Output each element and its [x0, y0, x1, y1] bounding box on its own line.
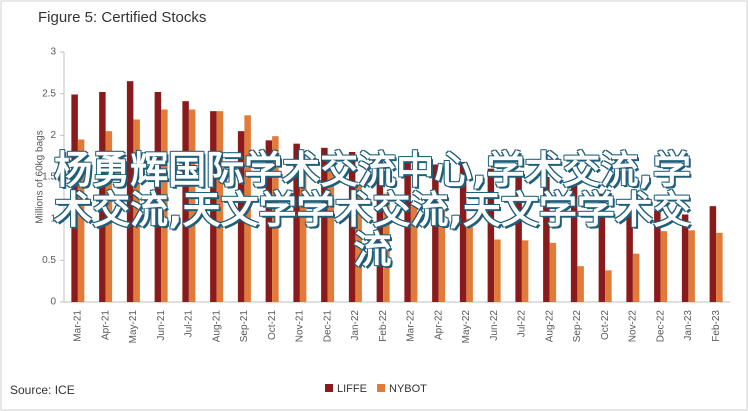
x-tick-label: Sep-21 — [239, 310, 250, 343]
x-tick-label: May-21 — [128, 310, 139, 344]
x-tick-label: Feb-22 — [378, 310, 389, 342]
bar — [515, 172, 522, 302]
bar — [709, 206, 717, 302]
bar — [348, 152, 356, 302]
bar — [494, 239, 501, 302]
x-tick-label: Oct-21 — [267, 310, 278, 340]
bar — [71, 94, 78, 302]
bar — [161, 109, 168, 302]
y-tick-label: 2 — [50, 130, 56, 141]
bar — [660, 231, 668, 302]
x-tick-label: May-22 — [461, 310, 472, 344]
y-tick-label: 1 — [50, 213, 56, 224]
legend-label: LIFFE — [337, 383, 367, 395]
y-tick-label: 1.5 — [42, 172, 56, 183]
legend-label: NYBOT — [389, 383, 427, 395]
x-tick-label: Jun-22 — [489, 310, 500, 341]
bar — [543, 177, 550, 302]
bar — [77, 139, 85, 302]
y-tick-label: 3 — [50, 47, 56, 58]
bar — [154, 92, 162, 302]
bar — [99, 92, 106, 302]
bar — [432, 164, 439, 302]
y-tick-label: 2.5 — [42, 88, 56, 99]
bar — [355, 185, 362, 302]
bar — [321, 147, 328, 302]
x-tick-label: Jan-22 — [350, 310, 361, 341]
y-tick-label: 0 — [50, 297, 56, 308]
x-tick-label: Mar-22 — [406, 310, 417, 342]
x-tick-label: Dec-22 — [655, 310, 666, 343]
chart-title: Figure 5: Certified Stocks — [38, 9, 206, 26]
x-tick-label: Dec-21 — [322, 310, 333, 343]
overlay-text: 杨勇辉国际学术交流中心,学术交流,学术交流,天文学学术交流,天文学学术交流 — [54, 148, 691, 272]
bar — [404, 158, 411, 302]
legend-swatch — [325, 384, 333, 392]
x-tick-label: Aug-22 — [544, 310, 555, 343]
bar — [632, 253, 640, 302]
bar — [598, 193, 606, 302]
bar — [210, 111, 217, 303]
x-tick-label: Jan-23 — [683, 310, 694, 341]
x-tick-label: Oct-22 — [600, 310, 611, 340]
bar — [216, 111, 224, 303]
bar — [293, 143, 300, 302]
bar — [549, 242, 557, 302]
bar — [654, 210, 661, 302]
x-tick-label: Feb-23 — [711, 310, 722, 342]
x-tick-label: Apr-21 — [100, 310, 111, 340]
bar — [570, 181, 578, 302]
bar — [487, 168, 495, 302]
bar — [376, 156, 384, 302]
legend-swatch — [377, 384, 385, 392]
bar — [265, 140, 273, 302]
bar — [459, 162, 467, 302]
bar — [716, 232, 723, 302]
x-tick-label: Sep-22 — [572, 310, 583, 343]
bar — [244, 115, 251, 302]
x-tick-label: Jun-21 — [156, 310, 167, 341]
bar — [126, 81, 134, 303]
bar — [105, 131, 113, 302]
bar — [182, 101, 189, 303]
bar — [383, 193, 390, 302]
x-tick-label: Jul-22 — [517, 310, 528, 338]
bar — [466, 218, 473, 302]
y-axis-label: Millions of 60kg bags — [35, 130, 46, 223]
bar — [605, 270, 612, 302]
x-tick-label: Aug-21 — [211, 310, 222, 343]
x-tick-label: Apr-22 — [433, 310, 444, 340]
bar — [237, 131, 245, 302]
x-tick-label: Mar-21 — [73, 310, 84, 342]
bar — [688, 230, 695, 302]
bar — [327, 168, 335, 302]
bar — [577, 266, 584, 302]
x-tick-label: Nov-22 — [628, 310, 639, 343]
x-tick-label: Nov-21 — [295, 310, 306, 343]
y-tick-label: 0.5 — [42, 255, 56, 266]
bar — [626, 206, 633, 302]
bar — [410, 206, 418, 302]
bar — [272, 136, 279, 302]
bar — [133, 119, 140, 302]
bar — [521, 240, 529, 302]
bar — [299, 160, 307, 302]
bar — [438, 206, 446, 302]
bar — [188, 109, 196, 302]
source: Source: ICE — [10, 383, 75, 397]
x-tick-label: Jul-21 — [184, 310, 195, 338]
bar — [681, 214, 689, 302]
